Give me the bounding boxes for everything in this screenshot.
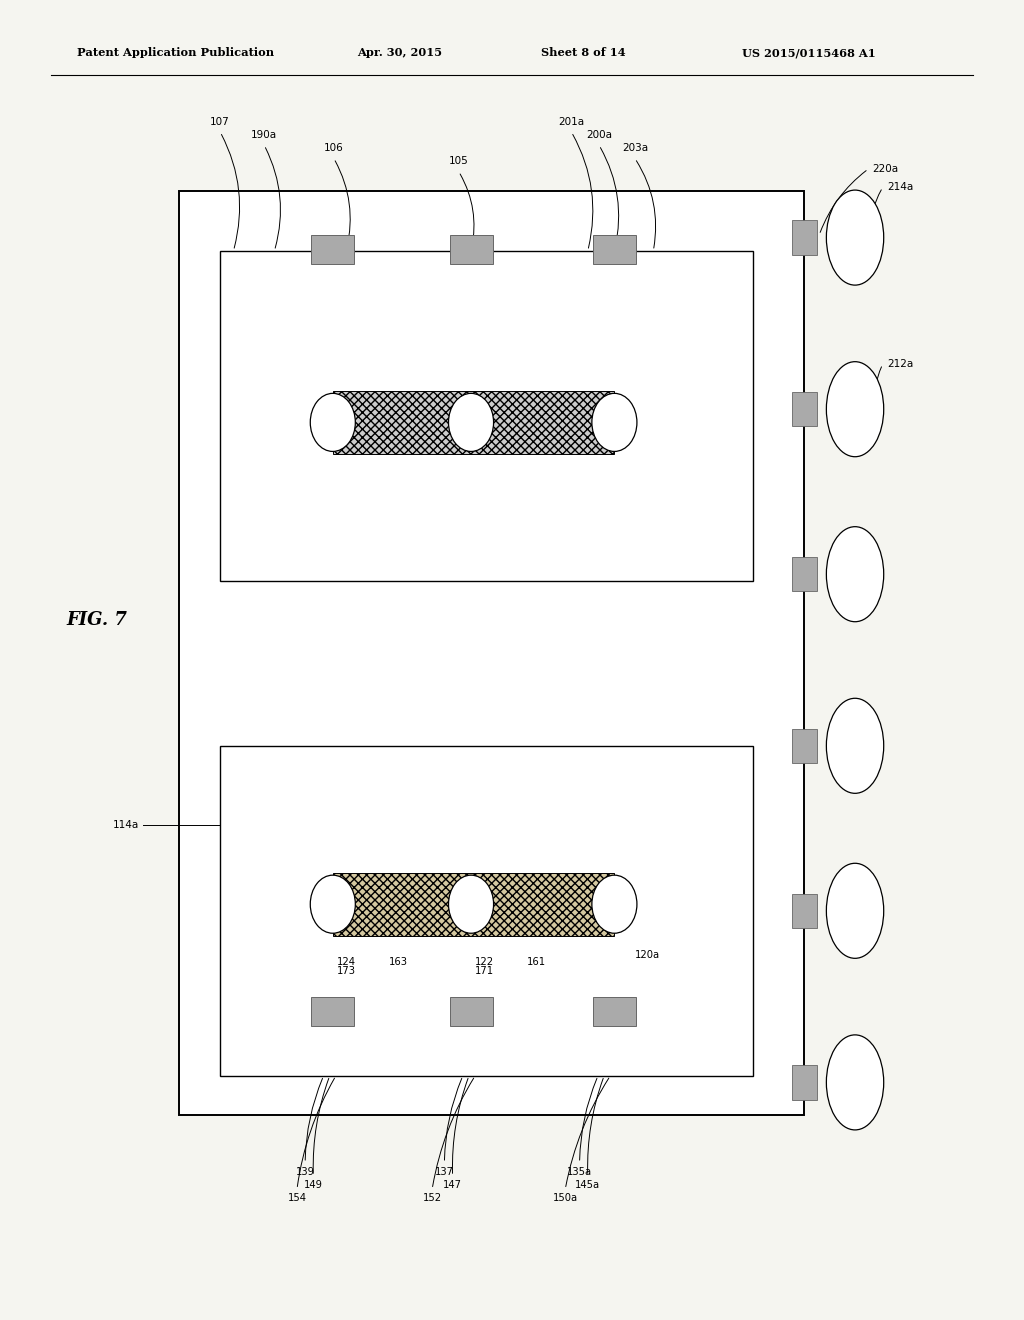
Circle shape: [592, 875, 637, 933]
Text: 120a: 120a: [635, 950, 660, 961]
Ellipse shape: [826, 698, 884, 793]
Bar: [593, 235, 636, 264]
Text: 139: 139: [296, 1167, 314, 1177]
Text: 200a: 200a: [586, 129, 612, 140]
Text: FIG. 7: FIG. 7: [67, 611, 128, 630]
Text: 212a: 212a: [887, 359, 913, 370]
Text: 154: 154: [288, 1193, 306, 1204]
Text: 150a: 150a: [553, 1193, 578, 1204]
Circle shape: [449, 875, 494, 933]
Bar: [593, 997, 636, 1026]
Bar: [333, 391, 614, 454]
Text: 122
171: 122 171: [475, 957, 495, 977]
Circle shape: [310, 393, 355, 451]
Bar: [311, 235, 354, 264]
Text: 152: 152: [423, 1193, 441, 1204]
Text: 137: 137: [435, 1167, 454, 1177]
Text: 105: 105: [449, 156, 469, 166]
Text: 107: 107: [210, 116, 230, 127]
Bar: [792, 729, 817, 763]
Bar: [220, 746, 753, 1076]
Text: 124
173: 124 173: [337, 957, 356, 977]
Bar: [792, 392, 817, 426]
Text: 214a: 214a: [887, 182, 913, 193]
Text: Sheet 8 of 14: Sheet 8 of 14: [542, 48, 626, 58]
Circle shape: [449, 393, 494, 451]
Bar: [450, 235, 493, 264]
Text: US 2015/0115468 A1: US 2015/0115468 A1: [742, 48, 876, 58]
Text: 149: 149: [304, 1180, 323, 1191]
Text: 106: 106: [324, 143, 344, 153]
Text: 201a: 201a: [558, 116, 585, 127]
Circle shape: [310, 875, 355, 933]
Bar: [311, 997, 354, 1026]
Text: 163: 163: [389, 957, 409, 968]
Bar: [450, 997, 493, 1026]
Bar: [792, 894, 817, 928]
Ellipse shape: [826, 527, 884, 622]
Bar: [333, 873, 614, 936]
Bar: [220, 251, 753, 581]
Ellipse shape: [826, 362, 884, 457]
Text: 161: 161: [527, 957, 547, 968]
Circle shape: [592, 393, 637, 451]
Text: 114a: 114a: [113, 820, 139, 830]
Text: 145a: 145a: [575, 1180, 600, 1191]
Text: 135a: 135a: [567, 1167, 592, 1177]
Ellipse shape: [826, 863, 884, 958]
Bar: [792, 220, 817, 255]
Text: Apr. 30, 2015: Apr. 30, 2015: [356, 48, 442, 58]
Bar: [792, 1065, 817, 1100]
Text: 190a: 190a: [251, 129, 278, 140]
Ellipse shape: [826, 1035, 884, 1130]
Text: 220a: 220a: [872, 164, 899, 174]
Bar: [792, 557, 817, 591]
Text: Patent Application Publication: Patent Application Publication: [77, 48, 274, 58]
Ellipse shape: [826, 190, 884, 285]
Text: 147: 147: [443, 1180, 462, 1191]
Text: 203a: 203a: [622, 143, 648, 153]
Bar: [179, 191, 804, 1115]
